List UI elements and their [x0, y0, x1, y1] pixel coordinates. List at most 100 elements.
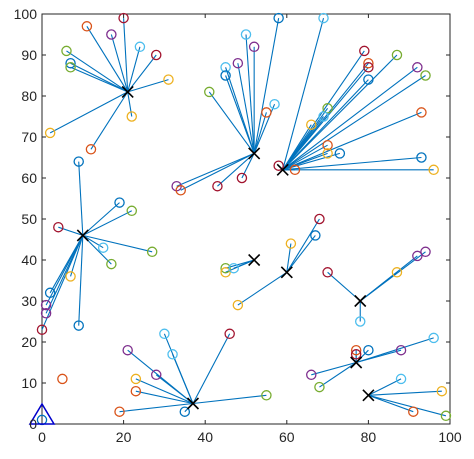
- sensor-node-point: [232, 299, 244, 311]
- sensor-node-point: [395, 373, 407, 385]
- cluster-link-line: [127, 79, 169, 93]
- sensor-node-point: [350, 344, 362, 356]
- cluster-link-line: [319, 362, 357, 388]
- cluster-link-line: [237, 63, 255, 154]
- sensor-node-point: [114, 406, 125, 417]
- cluster-link-line: [359, 251, 426, 302]
- cluster-link-line: [208, 91, 255, 154]
- sensor-node-point: [146, 246, 158, 258]
- sensor-node-point: [240, 29, 252, 40]
- cluster-link-line: [90, 91, 129, 150]
- cluster-link-line: [355, 337, 434, 364]
- sensor-node-point: [318, 12, 329, 24]
- sensor-node-point: [363, 344, 374, 356]
- cluster-link-line: [82, 210, 133, 236]
- sensor-node-point: [306, 369, 317, 381]
- cluster-link-line: [172, 354, 194, 404]
- sensor-node-point: [179, 406, 191, 417]
- cluster-link-line: [127, 54, 157, 93]
- cluster-head-mark: [186, 397, 200, 410]
- cluster-link-line: [237, 271, 288, 306]
- cluster-link-line: [282, 116, 324, 171]
- cluster-head-mark: [248, 253, 261, 267]
- cluster-head-mark: [121, 85, 134, 98]
- sensor-node-point: [350, 349, 362, 360]
- sensor-node-point: [306, 119, 317, 130]
- sensor-node-point: [310, 230, 321, 241]
- sensor-node-point: [412, 62, 423, 73]
- sensor-node-point: [408, 406, 419, 417]
- cluster-link-line: [192, 394, 267, 405]
- cluster-link-line: [282, 17, 325, 170]
- x-tick-label: 100: [438, 429, 462, 445]
- sensor-node-point: [220, 70, 231, 81]
- sensor-node-point: [97, 242, 109, 253]
- cluster-link-line: [119, 402, 194, 413]
- y-tick-label: 0: [29, 416, 37, 432]
- sensor-node-point: [40, 299, 52, 311]
- sensor-node-point: [232, 57, 244, 69]
- cluster-link-line: [282, 79, 369, 171]
- cluster-link-line: [282, 54, 398, 171]
- cluster-link-line: [217, 152, 255, 187]
- cluster-link-line: [282, 152, 328, 171]
- cluster-link-line: [311, 361, 357, 376]
- sensor-node-point: [363, 62, 374, 73]
- sensor-node-point: [334, 148, 346, 159]
- sensor-node-point: [436, 385, 448, 397]
- sensor-node-point: [122, 344, 133, 356]
- sensor-node-point: [44, 127, 56, 139]
- cluster-link-line: [135, 390, 194, 405]
- y-tick-label: 60: [21, 170, 37, 186]
- sensor-node-point: [106, 29, 117, 40]
- sensor-node-point: [314, 213, 325, 225]
- cluster-link-line: [82, 234, 153, 253]
- cluster-link-line: [282, 152, 340, 171]
- sensor-node-point: [73, 156, 84, 167]
- sensor-node-point: [65, 57, 76, 69]
- cluster-head-mark: [350, 356, 363, 369]
- sensor-node-point: [261, 107, 272, 118]
- cluster-link-line: [180, 152, 255, 191]
- y-tick-label: 50: [21, 211, 37, 227]
- cluster-link-line: [82, 234, 104, 249]
- cluster-link-line: [286, 218, 320, 273]
- sensor-node-point: [269, 98, 280, 110]
- sensor-node-point: [322, 267, 333, 278]
- x-tick-label: 0: [38, 429, 46, 445]
- sensor-node-point: [322, 139, 333, 151]
- sensor-node-point: [130, 385, 142, 397]
- x-tick-label: 80: [361, 429, 377, 445]
- sensor-node-point: [159, 328, 170, 340]
- cluster-link-line: [45, 235, 84, 306]
- cluster-link-line: [78, 161, 84, 236]
- x-tick-label: 40: [197, 429, 213, 445]
- sensor-node-point: [167, 349, 178, 360]
- cluster-link-line: [282, 124, 312, 171]
- sensor-node-point: [126, 205, 138, 217]
- sensor-node-point: [73, 320, 84, 331]
- sensor-node-point: [395, 344, 407, 356]
- sensor-node-point: [363, 57, 374, 69]
- sensor-node-point: [175, 185, 186, 196]
- cluster-link-line: [282, 75, 426, 171]
- sensor-node-point: [224, 328, 235, 340]
- cluster-link-line: [192, 333, 231, 404]
- cluster-head-mark: [76, 229, 89, 242]
- sensor-node-point: [416, 107, 427, 118]
- sensor-node-point: [220, 267, 231, 278]
- sensor-node-point: [204, 86, 215, 98]
- sensor-node-point: [314, 381, 325, 393]
- cluster-link-line: [282, 66, 369, 171]
- cluster-link-line: [70, 66, 128, 93]
- sensor-node-point: [150, 49, 162, 61]
- cluster-link-line: [78, 235, 84, 326]
- cluster-link-line: [110, 34, 129, 93]
- sensor-node-point: [261, 390, 272, 401]
- sensor-node-point: [318, 111, 329, 122]
- cluster-link-line: [225, 75, 255, 154]
- sensor-node-point: [273, 12, 284, 24]
- cluster-link-line: [176, 152, 255, 187]
- cluster-link-line: [86, 26, 129, 93]
- sensor-node-point: [428, 164, 439, 176]
